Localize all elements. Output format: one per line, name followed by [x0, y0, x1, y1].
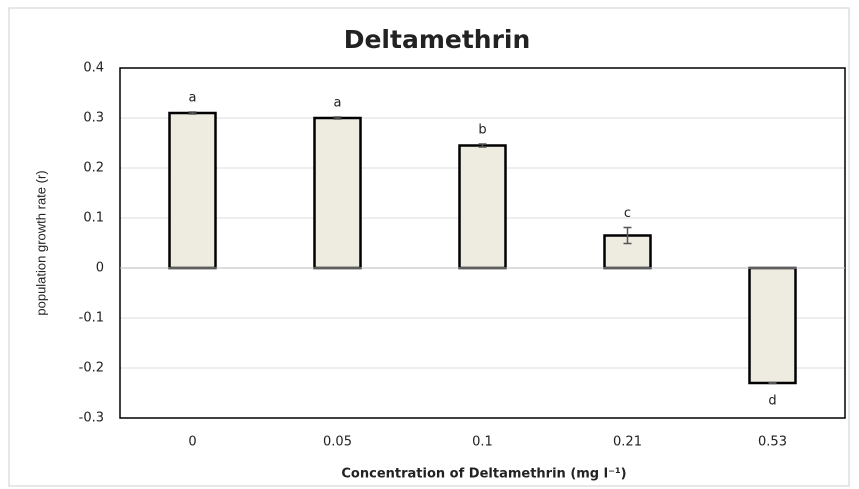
error-bar: [768, 381, 777, 385]
data-annotation: a: [189, 91, 197, 106]
y-tick-label: 0.3: [83, 111, 104, 126]
y-tick-label: 0: [96, 261, 104, 276]
x-tick-label: 0: [188, 435, 196, 450]
x-tick-label: 0.1: [472, 435, 493, 450]
error-bar: [188, 111, 197, 115]
data-annotation: b: [478, 123, 486, 138]
bar: [168, 111, 217, 270]
data-annotation: c: [624, 206, 631, 221]
x-tick-label: 0.21: [613, 435, 642, 450]
bar: [313, 116, 362, 270]
plot-border: [119, 67, 846, 419]
x-tick-label: 0.53: [758, 435, 787, 450]
error-bar: [478, 143, 487, 148]
x-tick-label: 0.05: [323, 435, 352, 450]
bar: [748, 266, 797, 385]
y-tick-label: -0.1: [79, 311, 104, 326]
bar: [458, 144, 507, 270]
chart-title: Deltamethrin: [344, 25, 531, 54]
y-tick-label: -0.2: [79, 361, 104, 376]
error-bar: [333, 116, 342, 120]
y-tick-label: 0.2: [83, 161, 104, 176]
x-axis-title: Concentration of Deltamethrin (mg l⁻¹): [341, 467, 626, 482]
y-axis-title: population growth rate (r): [33, 170, 48, 315]
y-tick-label: 0.1: [83, 211, 104, 226]
chart-frame: [8, 7, 850, 487]
data-annotation: a: [334, 96, 342, 111]
data-annotation: d: [768, 394, 776, 409]
y-tick-label: -0.3: [79, 411, 104, 426]
error-bar: [623, 226, 632, 245]
y-tick-label: 0.4: [83, 61, 104, 76]
